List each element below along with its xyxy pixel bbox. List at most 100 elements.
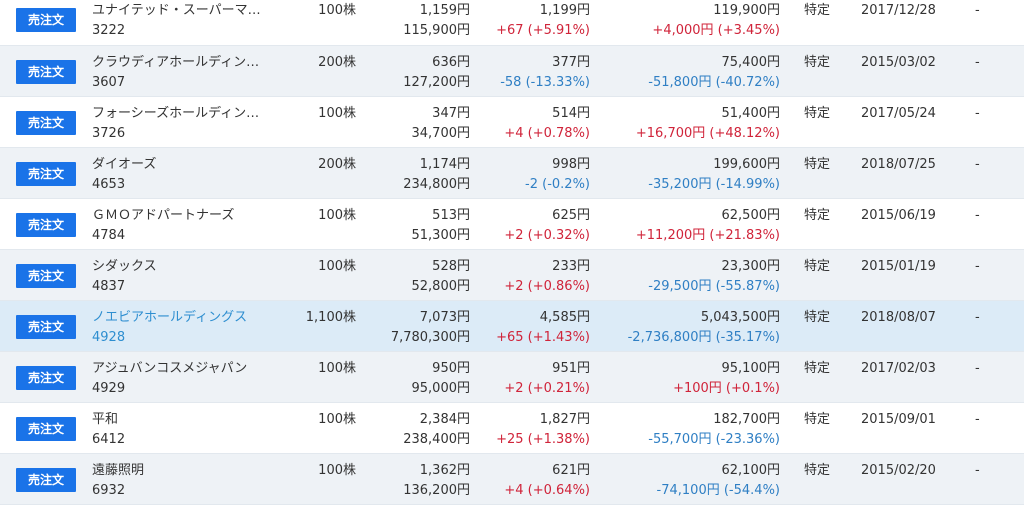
stock-code: 3726 bbox=[92, 126, 126, 141]
sell-order-button[interactable]: 売注文 bbox=[16, 213, 76, 237]
current-price: 1,827円 bbox=[539, 412, 590, 427]
acquisition-date: 2015/02/20 bbox=[861, 463, 936, 478]
stock-code[interactable]: 4928 bbox=[92, 330, 126, 345]
account-type: 特定 bbox=[804, 157, 831, 172]
price-change: +67 (+5.91%) bbox=[496, 23, 590, 38]
account-type: 特定 bbox=[804, 463, 831, 478]
acquisition-date: 2015/06/19 bbox=[861, 208, 936, 223]
acquisition-date: 2018/08/07 bbox=[861, 310, 936, 325]
acquisition-total: 234,800円 bbox=[403, 177, 470, 192]
stock-code: 4653 bbox=[92, 177, 126, 192]
profit-loss: +16,700円 (+48.12%) bbox=[635, 126, 780, 141]
extra-value: - bbox=[975, 412, 980, 427]
acquisition-price: 347円 bbox=[432, 106, 470, 121]
table-row: 売注文 遠藤照明 6932 100株 1,362円 136,200円 621円 +4 (+0.… bbox=[0, 454, 1024, 505]
market-value: 5,043,500円 bbox=[700, 310, 780, 325]
table-row: 売注文 平和 6412 100株 2,384円 238,400円 1,827円 +25 (+1… bbox=[0, 403, 1024, 454]
stock-code: 3222 bbox=[92, 23, 126, 38]
stock-code: 4784 bbox=[92, 228, 126, 243]
sell-order-button[interactable]: 売注文 bbox=[16, 264, 76, 288]
current-price: 621円 bbox=[552, 463, 590, 478]
quantity: 100株 bbox=[318, 106, 356, 121]
market-value: 182,700円 bbox=[713, 412, 780, 427]
quantity: 100株 bbox=[318, 208, 356, 223]
table-row: 売注文 ノエビアホールディングス 4928 1,100株 7,073円 7,780,300… bbox=[0, 301, 1024, 352]
stock-code: 4929 bbox=[92, 381, 126, 396]
sell-order-button[interactable]: 売注文 bbox=[16, 315, 76, 339]
current-price: 951円 bbox=[552, 361, 590, 376]
acquisition-total: 51,300円 bbox=[411, 228, 471, 243]
sell-order-button[interactable]: 売注文 bbox=[16, 60, 76, 84]
acquisition-date: 2015/09/01 bbox=[861, 412, 936, 427]
stock-name: 遠藤照明 bbox=[92, 463, 145, 478]
market-value: 62,500円 bbox=[721, 208, 781, 223]
stock-code: 6412 bbox=[92, 432, 126, 447]
acquisition-date: 2017/02/03 bbox=[861, 361, 936, 376]
acquisition-total: 34,700円 bbox=[411, 126, 471, 141]
acquisition-price: 636円 bbox=[432, 55, 470, 70]
price-change: +65 (+1.43%) bbox=[496, 330, 590, 345]
current-price: 1,199円 bbox=[539, 3, 590, 18]
extra-value: - bbox=[975, 361, 980, 376]
extra-value: - bbox=[975, 310, 980, 325]
extra-value: - bbox=[975, 463, 980, 478]
sell-order-button[interactable]: 売注文 bbox=[16, 417, 76, 441]
price-change: +25 (+1.38%) bbox=[496, 432, 590, 447]
account-type: 特定 bbox=[804, 310, 831, 325]
acquisition-date: 2017/12/28 bbox=[861, 3, 936, 18]
account-type: 特定 bbox=[804, 55, 831, 70]
stock-name: ユナイテッド・スーパーマ… bbox=[92, 3, 261, 18]
market-value: 199,600円 bbox=[713, 157, 780, 172]
acquisition-total: 7,780,300円 bbox=[390, 330, 470, 345]
current-price: 233円 bbox=[552, 259, 590, 274]
sell-order-button[interactable]: 売注文 bbox=[16, 162, 76, 186]
price-change: +2 (+0.21%) bbox=[504, 381, 590, 396]
sell-order-button[interactable]: 売注文 bbox=[16, 8, 76, 32]
profit-loss: -74,100円 (-54.4%) bbox=[656, 483, 780, 498]
stock-name: クラウディアホールディン… bbox=[92, 55, 260, 70]
price-change: +4 (+0.78%) bbox=[504, 126, 590, 141]
price-change: +2 (+0.86%) bbox=[504, 279, 590, 294]
quantity: 100株 bbox=[318, 463, 356, 478]
quantity: 200株 bbox=[318, 55, 356, 70]
profit-loss: -2,736,800円 (-35.17%) bbox=[627, 330, 780, 345]
acquisition-price: 950円 bbox=[432, 361, 470, 376]
price-change: -58 (-13.33%) bbox=[500, 75, 590, 90]
sell-order-button[interactable]: 売注文 bbox=[16, 468, 76, 492]
acquisition-total: 95,000円 bbox=[411, 381, 471, 396]
sell-order-button[interactable]: 売注文 bbox=[16, 111, 76, 135]
profit-loss: +4,000円 (+3.45%) bbox=[652, 23, 780, 38]
stock-name: フォーシーズホールディン… bbox=[92, 106, 260, 121]
account-type: 特定 bbox=[804, 3, 831, 18]
table-row: 売注文 ＧＭＯアドパートナーズ 4784 100株 513円 51,300円 625円 +2 … bbox=[0, 199, 1024, 250]
table-row: 売注文 シダックス 4837 100株 528円 52,800円 233円 +2 (+0.86… bbox=[0, 250, 1024, 301]
acquisition-total: 136,200円 bbox=[403, 483, 470, 498]
profit-loss: -55,700円 (-23.36%) bbox=[648, 432, 780, 447]
acquisition-total: 238,400円 bbox=[403, 432, 470, 447]
acquisition-total: 115,900円 bbox=[403, 23, 470, 38]
price-change: +4 (+0.64%) bbox=[504, 483, 590, 498]
stock-name: シダックス bbox=[92, 259, 157, 274]
price-change: +2 (+0.32%) bbox=[504, 228, 590, 243]
acquisition-price: 1,159円 bbox=[419, 3, 470, 18]
table-row: 売注文 フォーシーズホールディン… 3726 100株 347円 34,700円 514円 +… bbox=[0, 97, 1024, 148]
stock-name[interactable]: ノエビアホールディングス bbox=[92, 310, 248, 325]
current-price: 514円 bbox=[552, 106, 590, 121]
stock-name: ダイオーズ bbox=[92, 157, 157, 172]
stock-name: 平和 bbox=[92, 412, 119, 427]
quantity: 100株 bbox=[318, 361, 356, 376]
table-row: 売注文 ダイオーズ 4653 200株 1,174円 234,800円 998円 -2 (-0… bbox=[0, 148, 1024, 199]
current-price: 377円 bbox=[552, 55, 590, 70]
sell-order-button[interactable]: 売注文 bbox=[16, 366, 76, 390]
acquisition-total: 127,200円 bbox=[403, 75, 470, 90]
quantity: 200株 bbox=[318, 157, 356, 172]
extra-value: - bbox=[975, 55, 980, 70]
stock-code: 6932 bbox=[92, 483, 126, 498]
current-price: 998円 bbox=[552, 157, 590, 172]
quantity: 100株 bbox=[318, 3, 356, 18]
stock-name: ＧＭＯアドパートナーズ bbox=[92, 208, 235, 223]
stock-name: アジュバンコスメジャパン bbox=[92, 361, 248, 376]
account-type: 特定 bbox=[804, 412, 831, 427]
account-type: 特定 bbox=[804, 259, 831, 274]
